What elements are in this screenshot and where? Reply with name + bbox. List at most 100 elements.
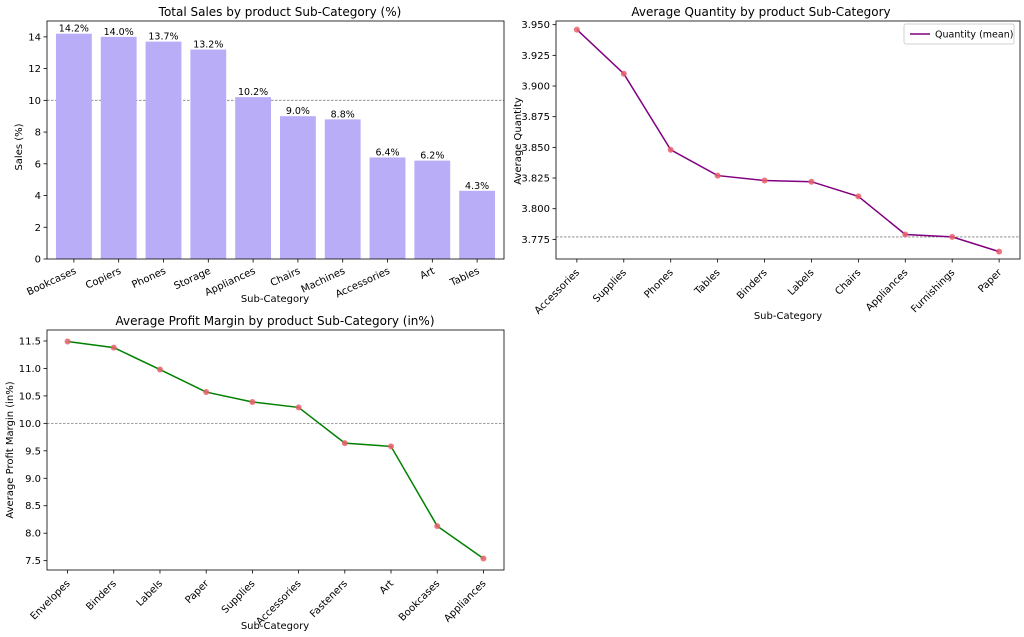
sales-bar-chart: Total Sales by product Sub-Category (%) … (14, 5, 505, 305)
x-tick-label: Paper (976, 267, 1004, 295)
x-tick-label: Furnishings (909, 267, 957, 315)
series-line (67, 340, 484, 560)
data-label: 8.8% (331, 109, 355, 120)
chart-title: Average Quantity by product Sub-Category (631, 5, 890, 19)
data-point (341, 440, 348, 447)
y-axis-label: Sales (%) (14, 123, 25, 170)
data-point (573, 26, 580, 33)
y-tick-label: 7.5 (25, 556, 41, 567)
data-point (110, 344, 117, 351)
y-tick-label: 12 (28, 64, 41, 75)
data-point (902, 231, 909, 238)
x-tick-label: Art (418, 266, 436, 282)
data-label: 6.2% (420, 151, 444, 162)
x-axis-label: Sub-Category (241, 621, 309, 632)
x-tick-label: Phones (642, 267, 675, 300)
x-tick-label: Tables (692, 267, 722, 297)
y-tick-label: 11.5 (19, 336, 41, 347)
bar (145, 41, 182, 260)
y-tick-label: 11.0 (19, 364, 41, 375)
x-tick-label: Fasteners (308, 578, 350, 620)
bar (235, 97, 272, 259)
data-point (295, 404, 302, 411)
data-point (667, 146, 674, 153)
data-label: 14.0% (104, 27, 134, 38)
x-axis-label: Sub-Category (754, 311, 822, 322)
y-tick-label: 3.850 (521, 143, 550, 154)
y-tick-label: 9.0 (25, 474, 41, 485)
y-tick-label: 3.925 (521, 51, 550, 62)
legend: Quantity (mean) (903, 23, 1015, 45)
x-tick-label: Copiers (84, 266, 123, 292)
y-tick-label: 3.950 (521, 20, 550, 31)
data-point (434, 523, 441, 530)
chart-title: Total Sales by product Sub-Category (%) (158, 5, 402, 19)
data-point (480, 555, 487, 562)
axes-frame (46, 329, 505, 571)
y-tick-label: 14 (28, 32, 41, 43)
y-tick-label: 8.5 (25, 501, 41, 512)
bar (55, 33, 92, 260)
x-tick-label: Paper (184, 578, 212, 606)
data-point (203, 389, 210, 396)
y-tick-label: 10.5 (19, 391, 41, 402)
x-tick-label: Chairs (833, 267, 863, 297)
data-point (64, 338, 71, 345)
bar (190, 49, 227, 260)
quantity-line-chart: Average Quantity by product Sub-Category… (513, 5, 1021, 322)
x-tick-label: Appliances (442, 578, 488, 624)
x-tick-label: Bookcases (397, 578, 442, 623)
y-tick-label: 3.875 (521, 112, 550, 123)
x-tick-label: Appliances (864, 267, 910, 313)
data-label: 9.0% (286, 106, 310, 117)
data-label: 10.2% (238, 87, 268, 98)
y-tick-label: 8.0 (25, 529, 41, 540)
data-label: 13.7% (148, 32, 178, 43)
data-point (156, 366, 163, 373)
x-tick-label: Supplies (220, 578, 258, 616)
data-label: 6.4% (375, 147, 399, 158)
profit-margin-line-chart: Average Profit Margin by product Sub-Cat… (5, 314, 505, 632)
legend-label: Quantity (mean) (935, 30, 1013, 41)
x-tick-label: Bookcases (25, 266, 78, 298)
data-point (855, 193, 862, 200)
x-tick-label: Labels (786, 267, 817, 298)
y-tick-label: 9.5 (25, 446, 41, 457)
bar (459, 190, 496, 259)
y-axis-label: Average Quantity (513, 97, 524, 185)
x-tick-label: Chairs (269, 266, 302, 289)
x-tick-label: Binders (84, 578, 119, 613)
y-tick-label: 3.800 (521, 204, 550, 215)
y-tick-label: 2 (35, 223, 41, 234)
bar (279, 116, 316, 259)
y-axis-label: Average Profit Margin (in%) (5, 381, 16, 518)
bar (414, 160, 451, 259)
y-tick-label: 0 (35, 255, 41, 266)
x-tick-label: Phones (130, 266, 167, 291)
bar (324, 119, 361, 259)
y-tick-label: 4 (35, 191, 41, 202)
series-line (576, 29, 1000, 253)
axes-frame (555, 20, 1021, 260)
chart-title: Average Profit Margin by product Sub-Cat… (115, 314, 434, 328)
bar (100, 36, 137, 259)
x-axis-label: Sub-Category (241, 294, 309, 305)
bar (369, 157, 406, 259)
data-point (714, 172, 721, 179)
data-point (620, 70, 627, 77)
y-tick-label: 6 (35, 159, 41, 170)
axes-frame (46, 20, 505, 260)
data-point (761, 177, 768, 184)
y-tick-label: 10.0 (19, 419, 41, 430)
data-point (808, 178, 815, 185)
data-label: 14.2% (59, 24, 89, 35)
data-point (249, 398, 256, 405)
y-tick-label: 3.775 (521, 235, 550, 246)
y-tick-label: 10 (28, 96, 41, 107)
x-tick-label: Binders (735, 267, 770, 302)
x-tick-label: Envelopes (29, 578, 73, 622)
x-tick-label: Accessories (533, 267, 582, 316)
data-point (949, 233, 956, 240)
y-tick-label: 8 (35, 128, 41, 139)
